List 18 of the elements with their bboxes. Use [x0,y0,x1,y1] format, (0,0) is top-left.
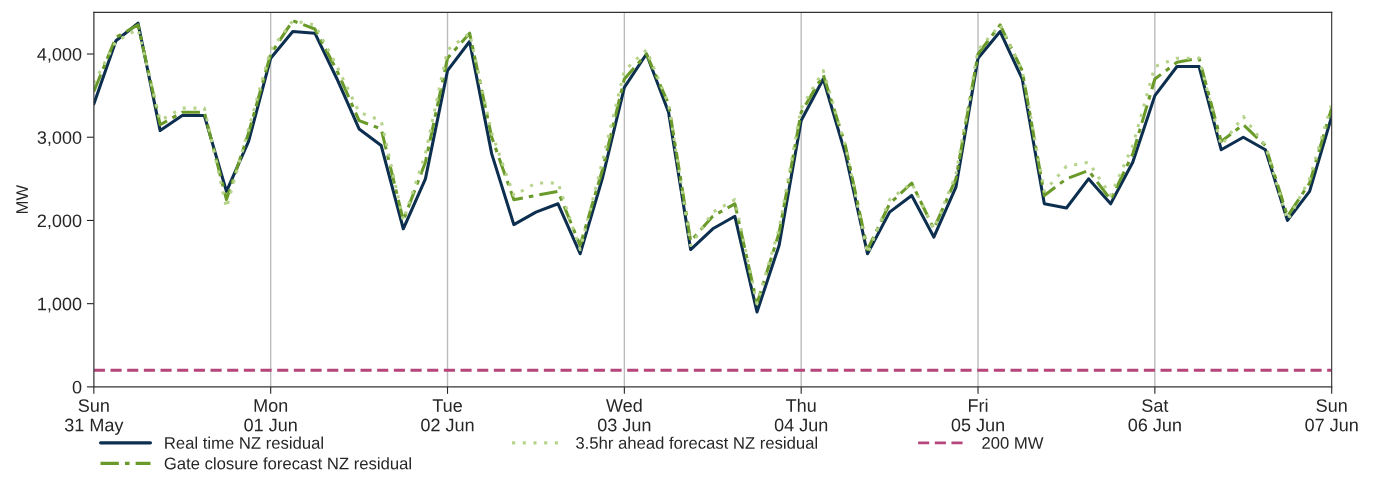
x-tick-label: Wed 03 Jun [597,398,651,432]
legend-label: 3.5hr ahead forecast NZ residual [576,436,818,449]
x-tick-label: Thu 04 Jun [774,398,828,432]
legend-label: Gate closure forecast NZ residual [164,457,411,470]
y-tick-label: 4,000 [37,47,82,63]
x-tick-label: Sun 31 May [64,399,124,435]
y-tick-label: 1,000 [38,297,82,313]
x-tick-label: Sun 07 Jun [1305,399,1358,432]
x-tick-label: Fri 05 Jun [951,398,1004,432]
y-axis-title: MW [16,184,28,214]
y-tick-label: 0 [72,380,82,394]
y-tick-label: 2,000 [37,214,82,230]
legend-label: Real time NZ residual [165,436,323,449]
x-tick-label: Mon 01 Jun [244,399,297,432]
x-tick-label: Tue 02 Jun [421,399,474,432]
y-tick-label: 3,000 [37,131,82,147]
legend-label: 200 MW [982,437,1044,449]
x-tick-label: Sat 06 Jun [1128,399,1181,432]
